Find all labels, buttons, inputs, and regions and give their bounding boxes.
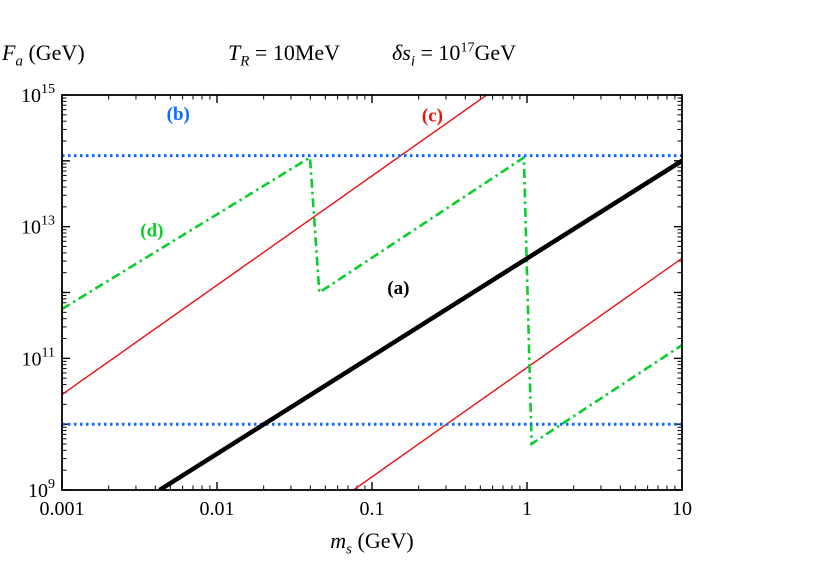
title-reheating-temp: TR = 10MeV <box>228 40 341 70</box>
curve-label-a: (a) <box>387 278 409 299</box>
series--c-upper-branch <box>62 95 488 396</box>
curve-label-c: (c) <box>422 105 443 126</box>
y-axis-title: Fa (GeV) <box>2 40 85 70</box>
plot-title: TR = 10MeV δsi = 1017GeV <box>62 40 682 70</box>
y-tick-label: 1011 <box>22 345 55 370</box>
x-tick-label: 10 <box>672 498 692 520</box>
tick-marks <box>61 94 683 491</box>
y-axis-unit: (GeV) <box>22 40 85 65</box>
y-axis-symbol: F <box>2 40 16 65</box>
x-tick-label: 0.01 <box>200 498 235 520</box>
x-tick-label: 0.001 <box>40 498 85 520</box>
x-axis-symbol: m <box>330 528 347 553</box>
y-tick-label: 1013 <box>21 214 55 239</box>
curve-label-d: (d) <box>140 221 163 242</box>
curve-label-b: (b) <box>167 104 190 125</box>
axis-box <box>61 94 683 491</box>
series--d- <box>62 155 682 447</box>
y-tick-label: 1015 <box>21 82 55 107</box>
x-axis-title: ms (GeV) <box>62 528 682 558</box>
y-axis-subscript: a <box>15 53 23 70</box>
x-axis-subscript: s <box>346 541 353 558</box>
series--c-lower-branch <box>352 257 682 490</box>
x-tick-label: 0.1 <box>360 498 385 520</box>
x-axis-unit: (GeV) <box>352 528 414 553</box>
series--a- <box>158 158 682 490</box>
title-saxion-displacement: δsi = 1017GeV <box>392 40 516 70</box>
x-tick-label: 1 <box>522 498 532 520</box>
y-tick-label: 109 <box>28 477 55 502</box>
